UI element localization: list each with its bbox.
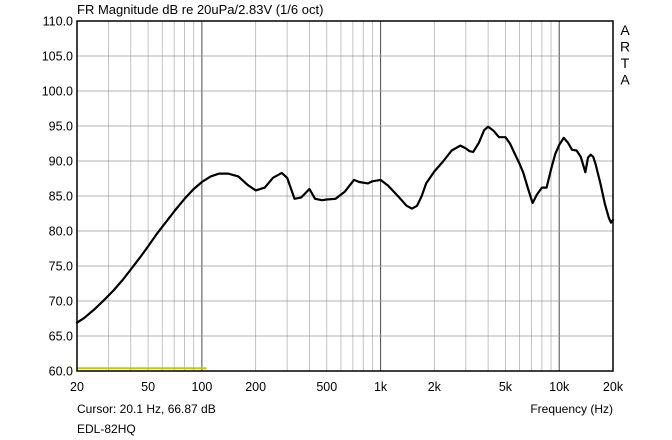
y-tick-label: 85.0: [49, 190, 73, 204]
y-tick-label: 95.0: [49, 120, 73, 134]
x-tick-label: 20: [70, 380, 84, 394]
x-tick-label: 500: [316, 380, 337, 394]
grid: [77, 21, 613, 371]
x-tick-label: 100: [191, 380, 212, 394]
x-tick-label: 5k: [499, 380, 513, 394]
brand-letter: T: [621, 55, 630, 71]
brand-letter: A: [620, 22, 630, 38]
chart-title: FR Magnitude dB re 20uPa/2.83V (1/6 oct): [77, 2, 323, 17]
x-tick-label: 20k: [603, 380, 624, 394]
y-axis-ticks: 60.0 65.0 70.0 75.0 80.0 85.0 90.0 95.0 100.0 105…: [42, 15, 73, 379]
plot-frame: [76, 20, 614, 372]
y-tick-label: 70.0: [49, 295, 73, 309]
x-tick-label: 2k: [428, 380, 442, 394]
device-label: EDL-82HQ: [77, 422, 136, 436]
x-tick-label: 200: [245, 380, 266, 394]
y-tick-label: 65.0: [49, 330, 73, 344]
series-layer: [75, 125, 615, 370]
x-tick-label: 10k: [549, 380, 570, 394]
brand-letter: A: [620, 72, 630, 88]
y-tick-label: 90.0: [49, 155, 73, 169]
y-tick-label: 60.0: [49, 365, 73, 379]
brand-letter: R: [620, 39, 630, 55]
y-tick-label: 100.0: [42, 85, 73, 99]
y-tick-label: 80.0: [49, 225, 73, 239]
x-axis-ticks: 20 50 100 200 500 1k 2k 5k 10k 20k: [70, 380, 624, 394]
x-tick-label: 50: [141, 380, 155, 394]
x-axis-label: Frequency (Hz): [530, 402, 613, 416]
x-tick-label: 1k: [374, 380, 388, 394]
cursor-readout: Cursor: 20.1 Hz, 66.87 dB: [77, 402, 216, 416]
y-tick-label: 75.0: [49, 260, 73, 274]
y-tick-label: 110.0: [43, 15, 73, 29]
frequency-response-line: [75, 125, 615, 324]
y-tick-label: 105.0: [42, 50, 73, 64]
